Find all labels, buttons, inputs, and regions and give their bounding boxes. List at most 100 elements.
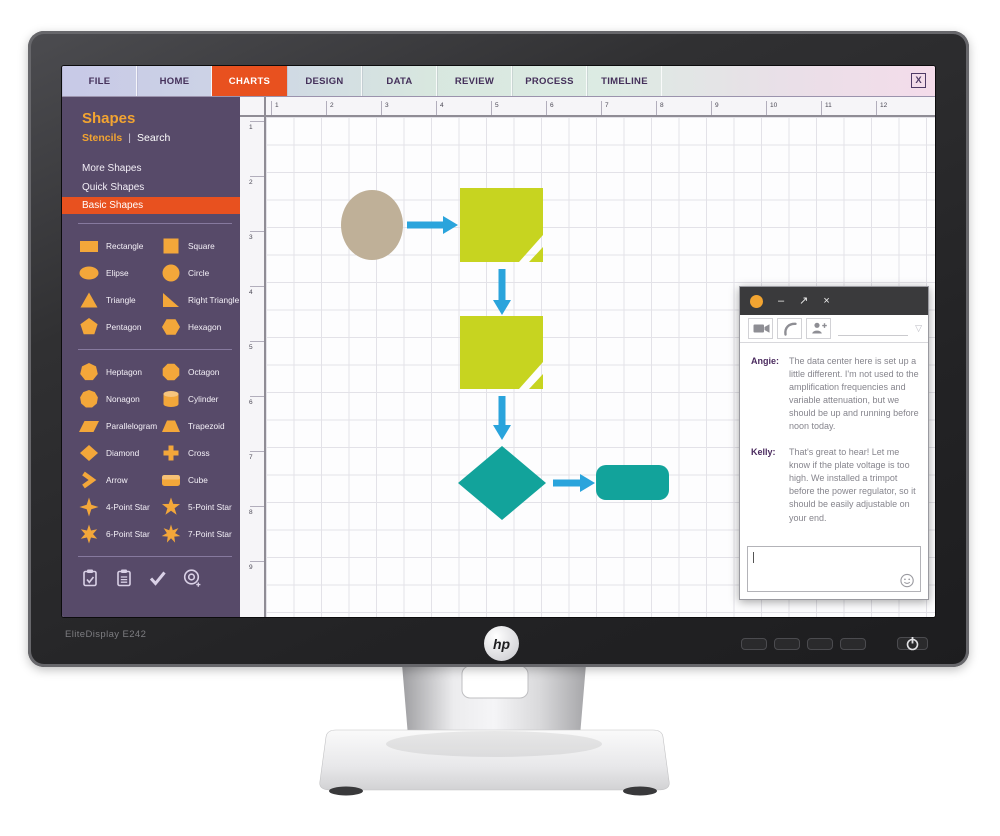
tab-design[interactable]: DESIGN bbox=[287, 66, 362, 96]
flowchart-process-node[interactable] bbox=[460, 188, 543, 262]
shape-item-6-point-star[interactable]: 6-Point Star bbox=[78, 520, 160, 547]
shape-item-octagon[interactable]: Octagon bbox=[160, 358, 240, 385]
tab-timeline[interactable]: TIMELINE bbox=[587, 66, 662, 96]
ruler-number: 1 bbox=[249, 123, 253, 131]
video-call-button[interactable] bbox=[748, 318, 773, 339]
chat-toolbar: ▽ bbox=[740, 315, 928, 343]
tab-process[interactable]: PROCESS bbox=[512, 66, 587, 96]
flowchart-process-node-corner[interactable] bbox=[529, 374, 543, 389]
shape-item-triangle[interactable]: Triangle bbox=[78, 286, 160, 313]
sidebar-item-basic-shapes[interactable]: Basic Shapes bbox=[62, 197, 240, 214]
connector-arrowhead[interactable] bbox=[443, 216, 458, 234]
shape-item-label: 6-Point Star bbox=[106, 528, 150, 539]
clipboard-list-icon[interactable] bbox=[114, 568, 134, 588]
hp-logo-text: hp bbox=[492, 635, 511, 652]
ruler-number: 3 bbox=[385, 102, 389, 109]
ruler-number: 1 bbox=[275, 102, 279, 109]
sidebar-item-quick-shapes[interactable]: Quick Shapes bbox=[82, 182, 145, 193]
text-caret bbox=[753, 552, 754, 563]
chat-tool-buttons bbox=[744, 318, 831, 339]
flowchart-terminator-node[interactable] bbox=[596, 465, 669, 500]
shape-item-diamond[interactable]: Diamond bbox=[78, 439, 160, 466]
shape-item-square[interactable]: Square bbox=[160, 232, 240, 259]
shape-item-label: Arrow bbox=[106, 474, 128, 485]
monitor-button-3[interactable] bbox=[807, 637, 833, 650]
ruler-number: 3 bbox=[249, 233, 253, 241]
shape-item-elipse[interactable]: Elipse bbox=[78, 259, 160, 286]
ruler-number: 4 bbox=[249, 288, 253, 296]
divider bbox=[78, 349, 232, 350]
dropdown-icon[interactable]: ▽ bbox=[915, 323, 922, 333]
monitor-bezel: FILE HOME CHARTS DESIGN DATA REVIEW PROCESS TIM… bbox=[28, 31, 969, 667]
tab-data[interactable]: DATA bbox=[362, 66, 437, 96]
power-button[interactable] bbox=[897, 636, 928, 650]
shape-item-cylinder[interactable]: Cylinder bbox=[160, 385, 240, 412]
connector-arrowhead[interactable] bbox=[580, 474, 595, 492]
tab-charts[interactable]: CHARTS bbox=[212, 66, 287, 96]
flowchart-process-node[interactable] bbox=[460, 316, 543, 389]
monitor-button-4[interactable] bbox=[840, 637, 866, 650]
shape-item-label: 7-Point Star bbox=[188, 528, 232, 539]
square-icon bbox=[160, 236, 182, 256]
ruler-number: 2 bbox=[330, 102, 334, 109]
flowchart-ellipse-node[interactable] bbox=[341, 190, 403, 260]
cylinder-icon bbox=[160, 389, 182, 409]
phone-call-button[interactable] bbox=[777, 318, 802, 339]
hp-logo: hp bbox=[484, 626, 519, 661]
shape-item-right-triangle[interactable]: Right Triangle bbox=[160, 286, 240, 313]
minimize-button[interactable]: – bbox=[778, 294, 785, 307]
tab-home[interactable]: HOME bbox=[137, 66, 212, 96]
shape-item-pentagon[interactable]: Pentagon bbox=[78, 313, 160, 340]
shape-item-7-point-star[interactable]: 7-Point Star bbox=[160, 520, 240, 547]
shape-item-5-point-star[interactable]: 5-Point Star bbox=[160, 493, 240, 520]
shape-item-label: Parallelogram bbox=[106, 420, 158, 431]
shape-item-cross[interactable]: Cross bbox=[160, 439, 240, 466]
divider bbox=[78, 556, 232, 557]
clipboard-check-icon[interactable] bbox=[80, 568, 100, 588]
close-button[interactable]: X bbox=[911, 73, 926, 88]
shape-item-nonagon[interactable]: Nonagon bbox=[78, 385, 160, 412]
tab-file[interactable]: FILE bbox=[62, 66, 137, 96]
expand-button[interactable]: ↗ bbox=[799, 294, 809, 307]
shape-item-hexagon[interactable]: Hexagon bbox=[160, 313, 240, 340]
tab-search[interactable]: Search bbox=[137, 132, 171, 144]
ruler-number: 8 bbox=[249, 508, 253, 516]
tab-stencils[interactable]: Stencils bbox=[82, 132, 123, 144]
ruler-corner bbox=[240, 97, 266, 117]
connector-arrowhead[interactable] bbox=[493, 300, 511, 315]
flowchart-decision-node[interactable] bbox=[458, 446, 546, 520]
checkmark-icon[interactable] bbox=[148, 568, 168, 588]
shape-item-arrow[interactable]: Arrow bbox=[78, 466, 160, 493]
shape-item-label: Pentagon bbox=[106, 321, 142, 332]
shape-item-circle[interactable]: Circle bbox=[160, 259, 240, 286]
monitor-stand bbox=[319, 664, 670, 796]
chat-titlebar[interactable]: – ↗ × bbox=[740, 287, 928, 315]
target-add-icon[interactable] bbox=[182, 568, 202, 588]
flowchart-process-node-corner[interactable] bbox=[529, 247, 543, 262]
ruler-number: 5 bbox=[495, 102, 499, 109]
shapes-panel: Shapes Stencils | Search More Shapes Quick … bbox=[62, 97, 240, 617]
shape-item-label: Elipse bbox=[106, 267, 129, 278]
sidebar-footer-toolbar bbox=[80, 568, 240, 588]
shape-item-label: Hexagon bbox=[188, 321, 222, 332]
monitor-button-1[interactable] bbox=[741, 637, 767, 650]
shape-item-4-point-star[interactable]: 4-Point Star bbox=[78, 493, 160, 520]
emoji-icon[interactable] bbox=[899, 571, 916, 588]
connector-arrowhead[interactable] bbox=[493, 425, 511, 440]
chat-input[interactable] bbox=[747, 546, 921, 592]
shape-item-parallelogram[interactable]: Parallelogram bbox=[78, 412, 160, 439]
shape-item-rectangle[interactable]: Rectangle bbox=[78, 232, 160, 259]
shape-item-cube[interactable]: Cube bbox=[160, 466, 240, 493]
triangle-icon bbox=[78, 290, 100, 310]
close-chat-button[interactable]: × bbox=[823, 294, 830, 307]
tab-review[interactable]: REVIEW bbox=[437, 66, 512, 96]
flowchart-diagram[interactable] bbox=[266, 117, 935, 617]
add-person-button[interactable] bbox=[806, 318, 831, 339]
monitor-button-2[interactable] bbox=[774, 637, 800, 650]
shape-item-heptagon[interactable]: Heptagon bbox=[78, 358, 160, 385]
tab-separator: | bbox=[128, 132, 132, 144]
shape-item-trapezoid[interactable]: Trapezoid bbox=[160, 412, 240, 439]
ruler-number: 6 bbox=[249, 398, 253, 406]
ruler-number: 7 bbox=[605, 102, 609, 109]
sidebar-item-more-shapes[interactable]: More Shapes bbox=[82, 163, 142, 174]
